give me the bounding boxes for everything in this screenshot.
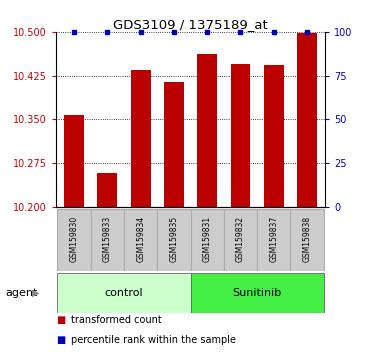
Bar xyxy=(264,65,284,207)
Text: control: control xyxy=(105,288,143,298)
Bar xyxy=(57,273,191,313)
Bar xyxy=(57,209,91,271)
Title: GDS3109 / 1375189_at: GDS3109 / 1375189_at xyxy=(113,18,268,31)
Text: Sunitinib: Sunitinib xyxy=(233,288,282,298)
Bar xyxy=(224,209,257,271)
Bar xyxy=(197,54,217,207)
Bar xyxy=(191,273,324,313)
Text: percentile rank within the sample: percentile rank within the sample xyxy=(71,335,236,345)
Bar xyxy=(290,209,324,271)
Text: GSM159833: GSM159833 xyxy=(103,216,112,262)
Text: GSM159837: GSM159837 xyxy=(269,216,278,262)
Bar xyxy=(97,173,117,207)
Text: GSM159835: GSM159835 xyxy=(169,216,178,262)
Text: GSM159834: GSM159834 xyxy=(136,216,145,262)
Text: GSM159831: GSM159831 xyxy=(203,216,212,262)
Bar xyxy=(157,209,191,271)
Bar xyxy=(297,33,317,207)
Text: agent: agent xyxy=(6,288,38,298)
Text: ■: ■ xyxy=(56,335,65,345)
Bar xyxy=(64,115,84,207)
Bar xyxy=(191,209,224,271)
Text: transformed count: transformed count xyxy=(71,315,162,325)
Text: ■: ■ xyxy=(56,315,65,325)
Bar xyxy=(231,64,251,207)
Bar xyxy=(164,81,184,207)
Text: GSM159838: GSM159838 xyxy=(303,216,311,262)
Text: GSM159832: GSM159832 xyxy=(236,216,245,262)
Bar xyxy=(91,209,124,271)
Bar xyxy=(257,209,290,271)
Text: GSM159830: GSM159830 xyxy=(70,216,79,262)
Bar xyxy=(124,209,157,271)
Text: ▶: ▶ xyxy=(32,288,39,298)
Bar xyxy=(131,70,151,207)
